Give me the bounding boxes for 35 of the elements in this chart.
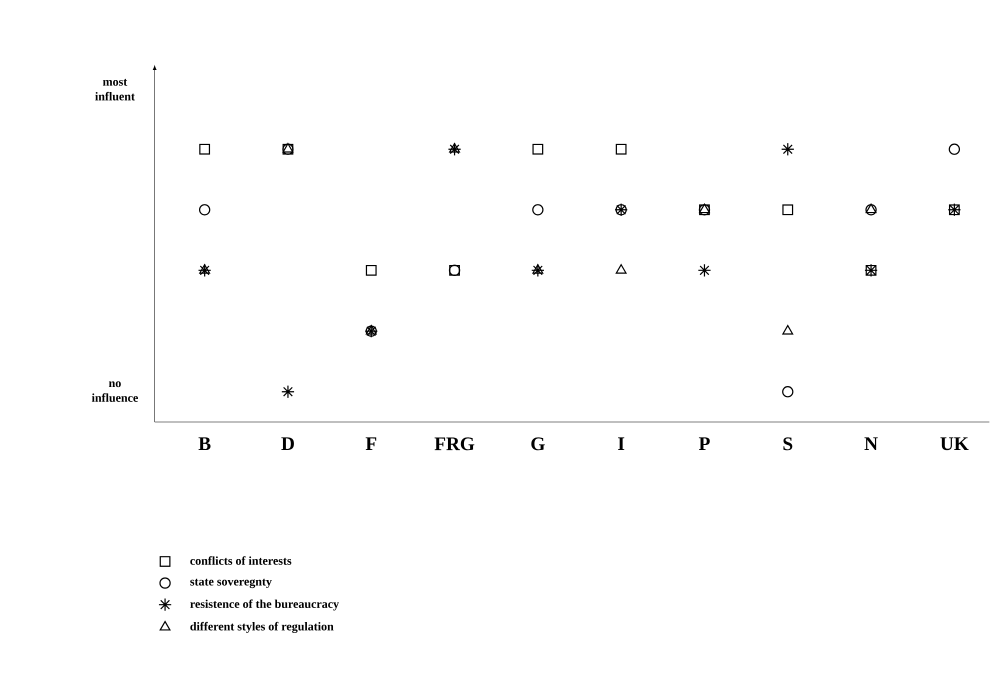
point xyxy=(532,264,544,274)
x-tick-label: UK xyxy=(940,437,969,450)
point xyxy=(198,204,210,216)
point xyxy=(531,264,545,278)
point xyxy=(616,264,627,274)
point xyxy=(698,264,712,278)
point xyxy=(782,324,794,335)
x-tick-label: P xyxy=(698,437,710,450)
point xyxy=(782,204,794,216)
x-tick-label: N xyxy=(864,437,878,450)
text: no influence xyxy=(92,381,138,402)
point xyxy=(532,204,544,216)
x-tick-label: G xyxy=(531,437,545,450)
point xyxy=(199,144,210,155)
x-tick-label: I xyxy=(618,437,624,450)
x-tick-label: F xyxy=(366,437,376,450)
x-tick-label: D xyxy=(281,437,294,450)
point xyxy=(948,144,960,155)
point xyxy=(199,264,210,274)
legend-label: conflicts of interests xyxy=(190,556,292,565)
legend-label: resistence of the bureaucracy xyxy=(190,599,339,610)
x-tick-label: FRG xyxy=(434,437,474,450)
legend-label: state soveregnty xyxy=(190,578,272,588)
legend-label: different styles of regulation xyxy=(190,622,334,633)
point xyxy=(198,264,212,278)
point xyxy=(281,384,295,398)
x-tick-label: S xyxy=(783,437,792,450)
point xyxy=(781,142,794,156)
point xyxy=(366,264,377,276)
point xyxy=(782,386,794,398)
point xyxy=(532,144,544,155)
point xyxy=(449,143,460,153)
text: most influent xyxy=(95,78,135,100)
x-tick-label: B xyxy=(198,437,211,450)
point xyxy=(616,144,627,155)
